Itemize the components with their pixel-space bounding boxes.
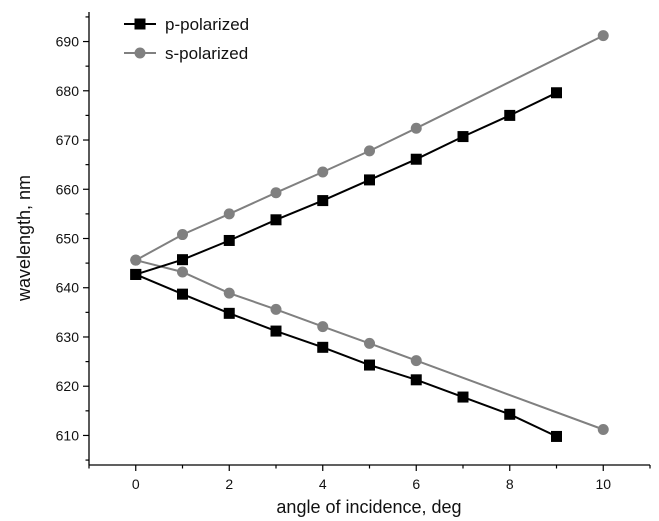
data-point-p-polarized [270,325,282,337]
data-point-p-polarized [504,109,516,121]
y-tick-label: 640 [56,280,80,296]
x-tick-label: 2 [225,476,233,492]
data-point-p-polarized [457,131,469,143]
series-line-p-polarized-branch-2 [135,273,557,438]
legend-label-s-polarized: s-polarized [165,44,248,63]
data-point-s-polarized [270,187,282,199]
data-point-p-polarized [270,214,282,226]
y-tick-label: 660 [56,181,80,197]
y-tick-label: 620 [56,378,80,394]
data-point-p-polarized [364,174,375,186]
data-point-s-polarized [270,303,282,315]
y-tick-label: 610 [56,427,80,443]
data-point-s-polarized [410,122,422,134]
series-line-s-polarized-branch-2 [135,259,604,431]
legend-label-p-polarized: p-polarized [165,15,249,34]
y-tick-label: 630 [56,329,80,345]
data-point-s-polarized [410,355,422,367]
data-point-p-polarized [177,254,188,266]
data-point-p-polarized [410,374,422,386]
data-point-p-polarized [223,234,235,246]
y-tick-label: 680 [56,83,80,99]
y-tick-label: 650 [56,231,80,247]
y-tick-label: 690 [56,34,80,50]
series-layer [130,30,609,442]
legend: p-polarized s-polarized [124,15,249,63]
y-tick-label: 670 [56,132,80,148]
data-point-s-polarized [177,229,188,241]
data-point-p-polarized [410,153,422,165]
series-line-s-polarized-branch-1 [135,34,604,262]
data-point-p-polarized [317,341,329,353]
data-point-s-polarized [317,166,329,178]
data-point-p-polarized [551,87,562,99]
y-axis-title: wavelength, nm [14,175,34,302]
data-point-s-polarized [364,337,375,349]
data-point-p-polarized [504,408,516,420]
data-point-s-polarized [177,266,188,278]
data-point-p-polarized [317,195,329,207]
data-point-p-polarized [130,268,142,280]
data-point-s-polarized [223,208,235,220]
data-point-p-polarized [177,288,188,300]
x-tick-label: 0 [132,476,140,492]
legend-marker-p-polarized [134,18,146,30]
data-point-s-polarized [597,424,609,436]
data-point-s-polarized [317,321,329,333]
x-tick-label: 4 [319,476,327,492]
data-point-s-polarized [130,254,142,266]
series-line-p-polarized-branch-1 [135,91,557,276]
tick-labels: 0 2 4 6 8 10 610 620 630 640 650 660 670 680 690 [56,34,612,492]
x-tick-label: 10 [595,476,611,492]
axes [88,12,650,466]
data-point-s-polarized [223,287,235,299]
data-point-p-polarized [364,359,375,371]
x-tick-label: 6 [412,476,420,492]
x-axis-title: angle of incidence, deg [276,497,461,517]
data-point-p-polarized [457,391,469,403]
data-point-s-polarized [364,145,375,157]
legend-marker-s-polarized [134,47,146,59]
ticks [83,16,651,471]
x-tick-label: 8 [506,476,514,492]
data-point-s-polarized [597,30,609,42]
data-point-p-polarized [551,430,562,442]
data-point-p-polarized [223,307,235,319]
